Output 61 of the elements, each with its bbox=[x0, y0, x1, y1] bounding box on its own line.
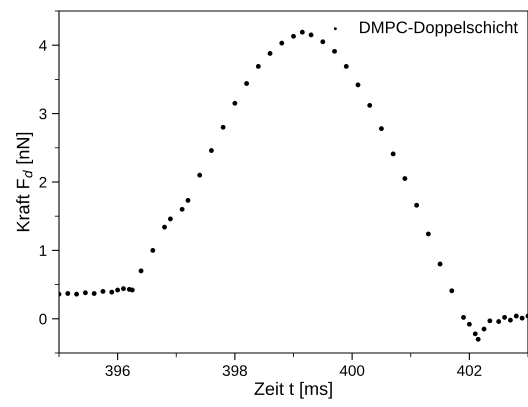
point bbox=[82, 290, 88, 296]
point bbox=[308, 32, 314, 38]
point bbox=[496, 319, 502, 324]
point bbox=[320, 39, 326, 44]
point bbox=[402, 176, 408, 181]
x-tick-label: 396 bbox=[105, 365, 130, 376]
point bbox=[268, 51, 272, 56]
point bbox=[300, 30, 305, 35]
point bbox=[508, 318, 513, 323]
point bbox=[209, 148, 214, 153]
point bbox=[502, 315, 507, 320]
point bbox=[414, 202, 420, 208]
point bbox=[291, 34, 296, 39]
point bbox=[256, 64, 261, 69]
legend-label: DMPC-Doppelschicht bbox=[360, 21, 518, 37]
point bbox=[461, 315, 466, 320]
point bbox=[121, 286, 126, 292]
y-tick-label: 2 bbox=[39, 176, 46, 188]
x-tick-label: 400 bbox=[340, 365, 364, 376]
point bbox=[344, 64, 349, 69]
point bbox=[476, 336, 481, 342]
y-tick-label: 0 bbox=[39, 314, 47, 324]
point bbox=[92, 291, 97, 296]
point bbox=[232, 100, 238, 106]
point bbox=[279, 40, 284, 46]
point bbox=[109, 290, 114, 295]
point bbox=[220, 124, 226, 130]
point bbox=[520, 316, 525, 321]
point bbox=[514, 314, 519, 318]
point bbox=[168, 216, 173, 222]
point bbox=[130, 288, 135, 292]
point bbox=[472, 331, 478, 336]
point bbox=[356, 82, 360, 88]
point bbox=[379, 126, 384, 132]
point bbox=[100, 289, 106, 294]
x-axis-title: Zeit t [ms] bbox=[254, 382, 332, 399]
point bbox=[449, 288, 454, 294]
point bbox=[244, 81, 250, 86]
point bbox=[482, 326, 486, 332]
point bbox=[487, 318, 492, 324]
y-axis-title: Kraft F$_{d}$ [nN] bbox=[16, 132, 33, 232]
x-tick-label: 398 bbox=[222, 365, 247, 376]
point bbox=[150, 248, 156, 253]
point bbox=[180, 206, 185, 212]
point bbox=[162, 224, 167, 230]
point bbox=[466, 322, 472, 327]
x-tick-label: 402 bbox=[456, 365, 482, 376]
point bbox=[74, 292, 79, 297]
y-tick-label: 1 bbox=[40, 245, 46, 256]
y-tick-label: 3 bbox=[39, 108, 47, 120]
point bbox=[197, 172, 202, 178]
y-tick-label: 4 bbox=[39, 40, 47, 51]
point bbox=[426, 232, 431, 236]
point bbox=[186, 198, 190, 203]
point bbox=[367, 102, 372, 108]
point bbox=[332, 48, 337, 54]
point bbox=[115, 288, 120, 292]
point bbox=[138, 268, 144, 274]
point bbox=[438, 262, 442, 266]
point bbox=[65, 291, 70, 296]
point bbox=[390, 152, 396, 156]
